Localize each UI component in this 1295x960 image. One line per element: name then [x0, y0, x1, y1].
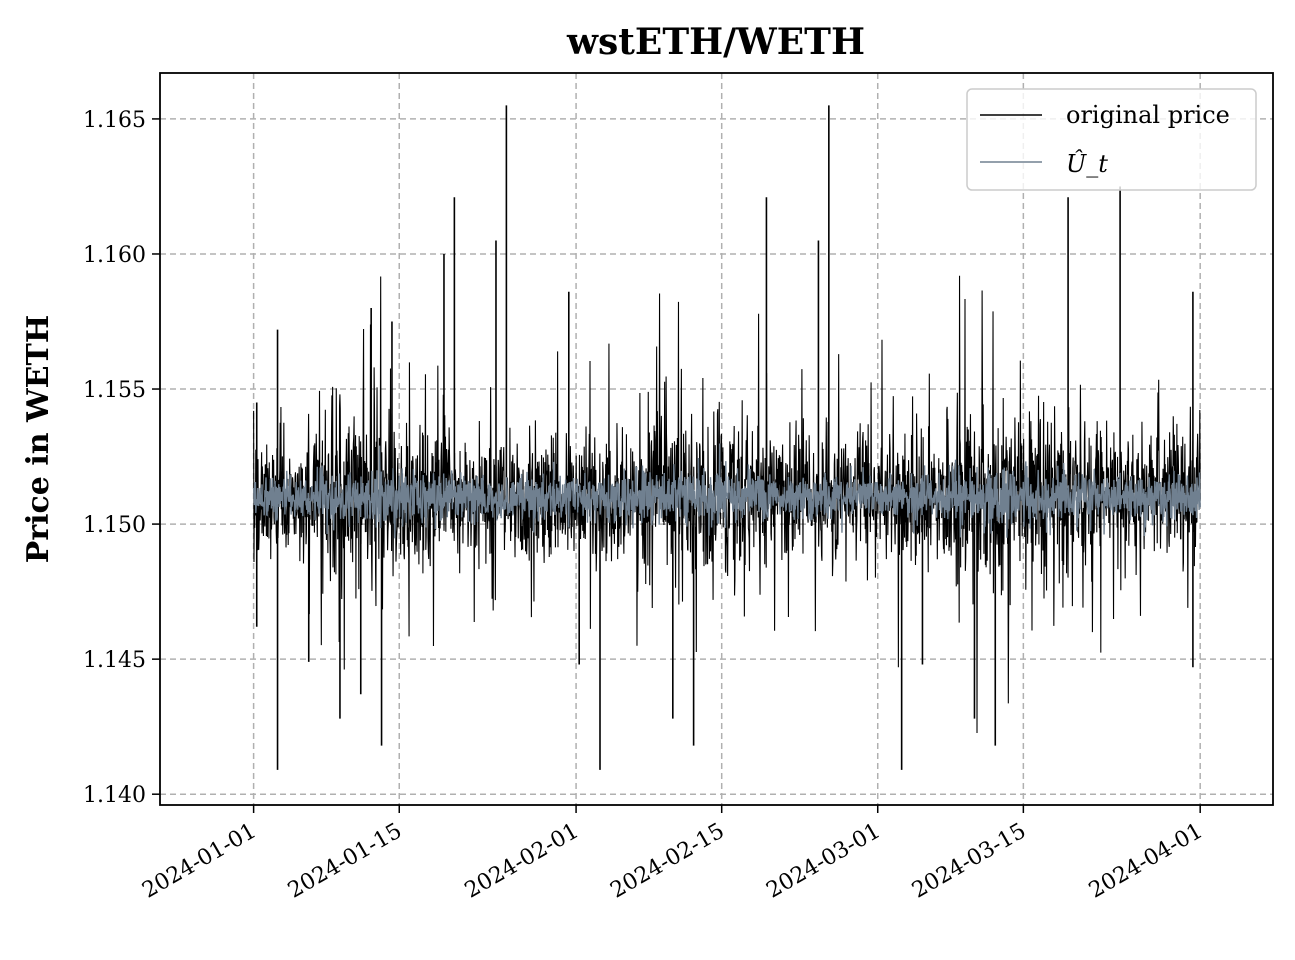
y-tick-label: 1.160	[83, 243, 146, 268]
u-hat-line	[252, 443, 1201, 539]
plot-area	[159, 72, 1274, 806]
y-tick-label: 1.145	[83, 648, 146, 673]
y-axis: 1.140 1.145 1.150 1.155 1.160 1.165	[83, 108, 160, 808]
legend-label-u-hat: Û_t	[1066, 149, 1108, 178]
y-tick-label: 1.165	[83, 108, 146, 133]
y-tick-label: 1.140	[83, 783, 146, 808]
legend: original price Û_t	[966, 88, 1257, 191]
axes-frame	[159, 72, 1274, 806]
y-tick-label: 1.150	[83, 513, 146, 538]
y-axis-label: Price in WETH	[21, 315, 56, 563]
y-tick-label: 1.155	[83, 378, 146, 403]
legend-label-original-price: original price	[1066, 101, 1230, 129]
series-u-hat	[252, 443, 1201, 539]
chart-title: wstETH/WETH	[566, 21, 865, 63]
